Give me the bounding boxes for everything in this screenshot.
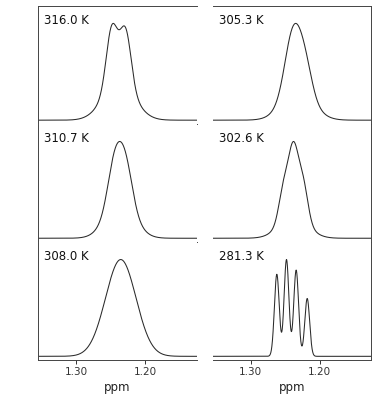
Text: 302.6 K: 302.6 K — [219, 132, 264, 145]
Text: 316.0 K: 316.0 K — [44, 14, 89, 27]
Text: 308.0 K: 308.0 K — [44, 250, 89, 263]
Text: 310.7 K: 310.7 K — [44, 132, 89, 145]
Text: 281.3 K: 281.3 K — [219, 250, 264, 263]
Text: 305.3 K: 305.3 K — [219, 14, 263, 27]
X-axis label: ppm: ppm — [104, 381, 130, 394]
X-axis label: ppm: ppm — [279, 381, 305, 394]
